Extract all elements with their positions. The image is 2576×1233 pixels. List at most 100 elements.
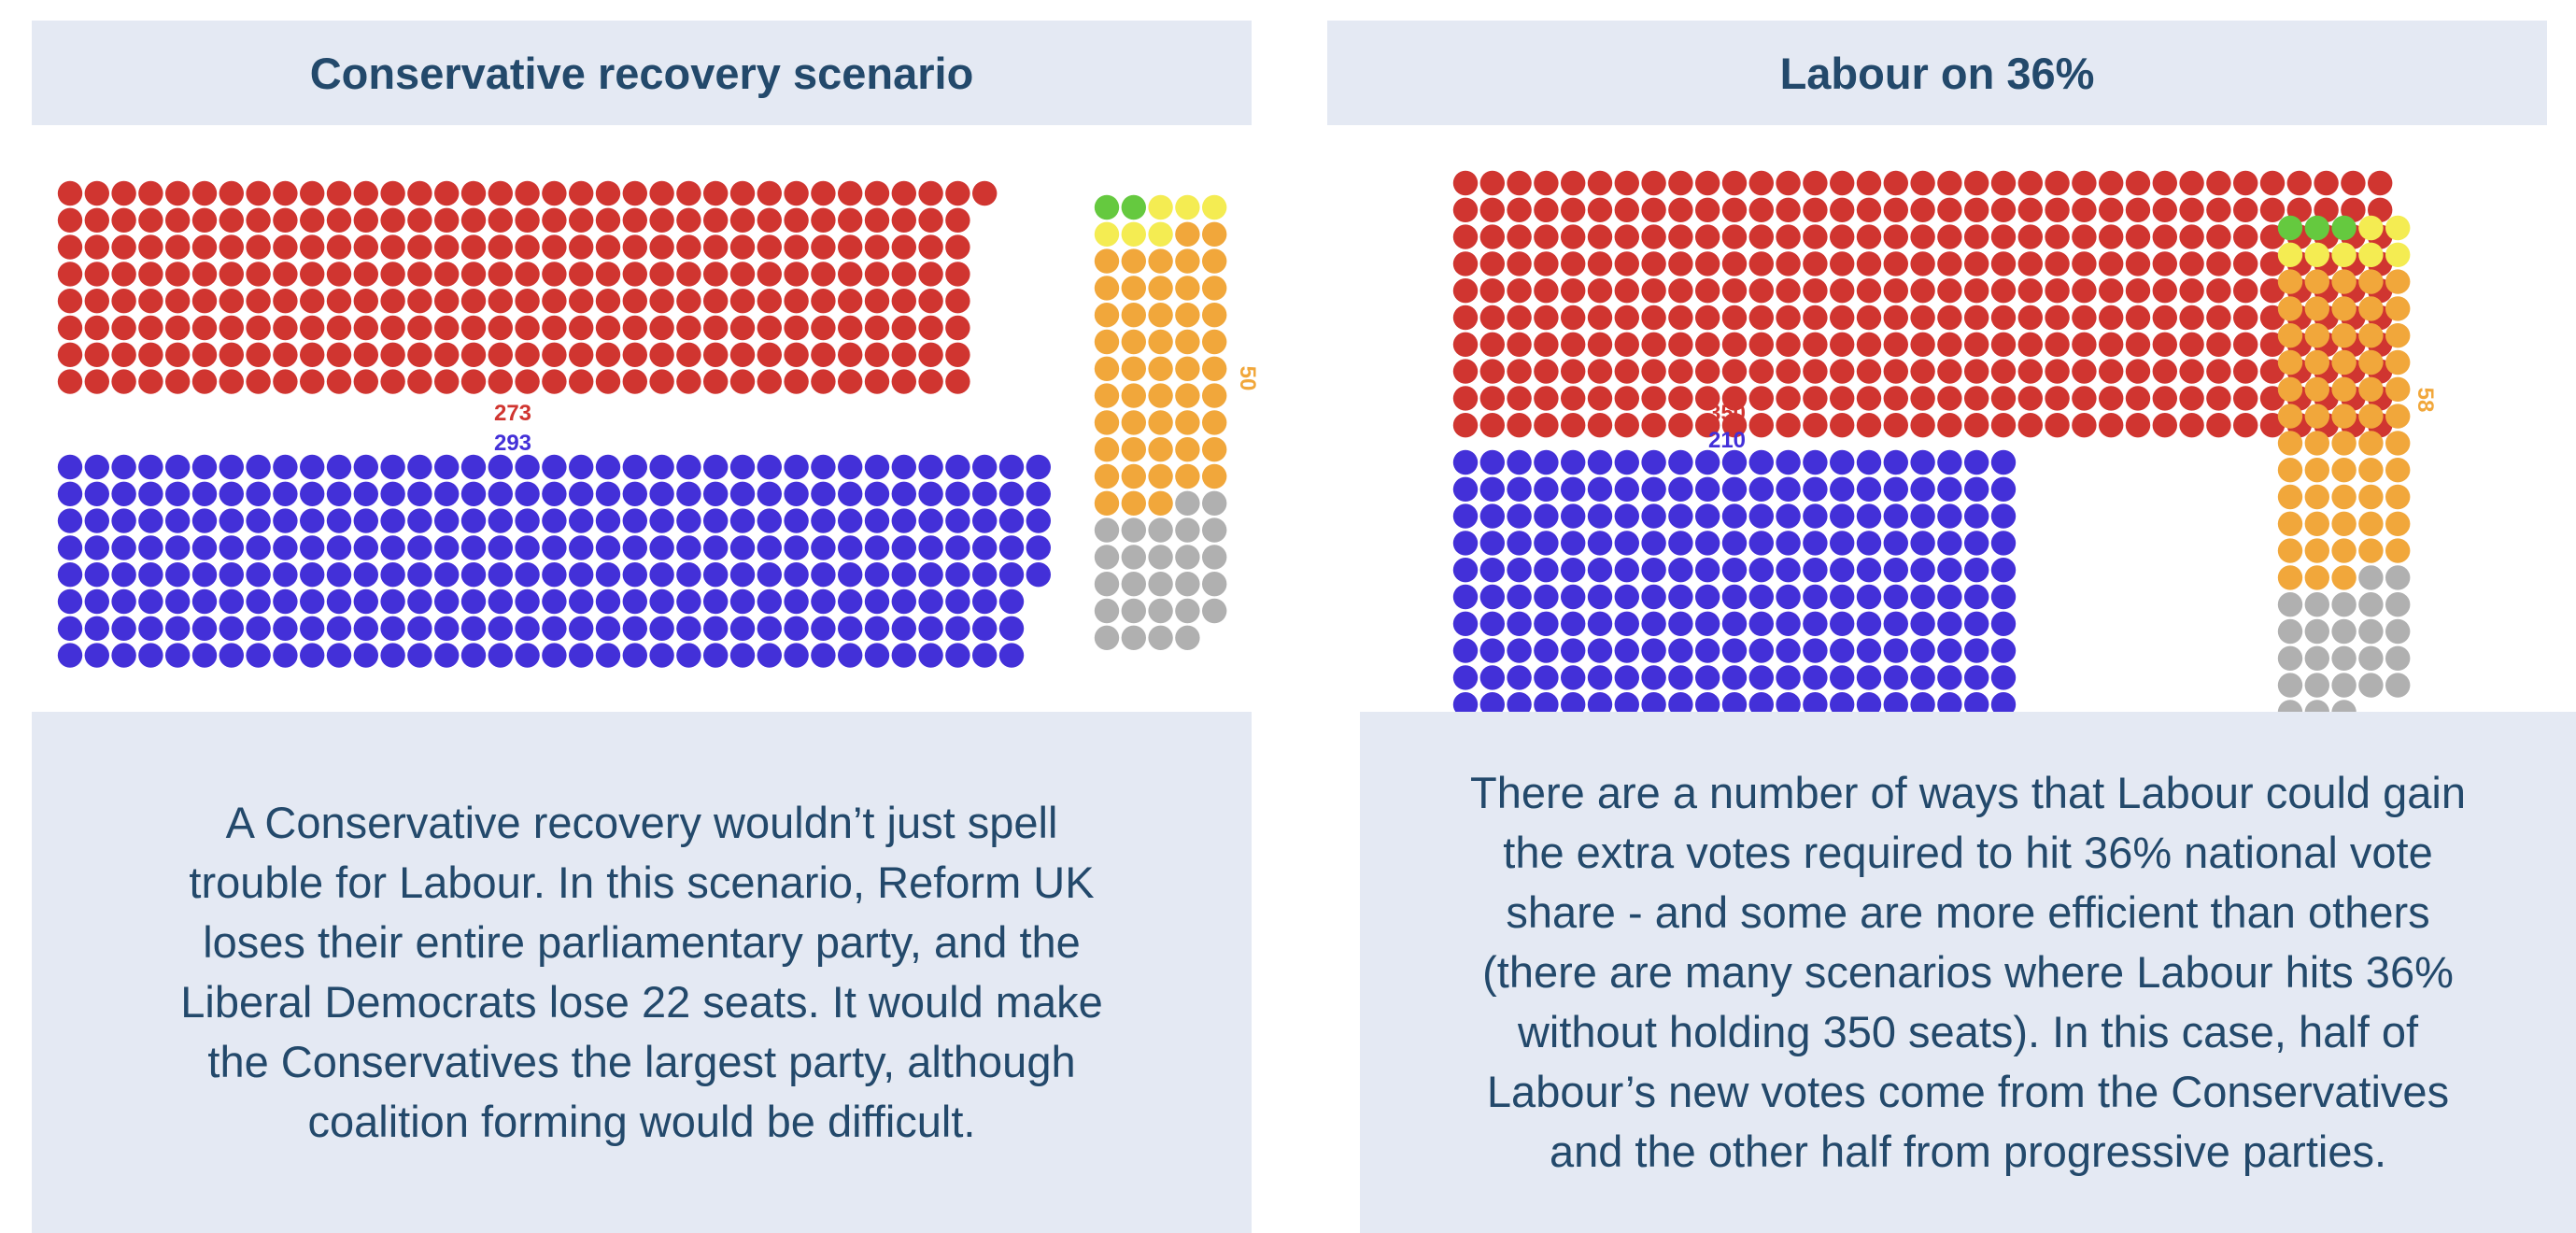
conservative-seat bbox=[1452, 531, 1479, 556]
other-seat bbox=[2385, 618, 2411, 645]
conservative-seat bbox=[1721, 558, 1748, 583]
labour-seat bbox=[1695, 413, 1720, 438]
green-seat bbox=[2331, 215, 2357, 241]
other-seat bbox=[2358, 673, 2384, 698]
labour-seat bbox=[1990, 197, 2017, 222]
labour-seat bbox=[273, 369, 298, 394]
labour-seat bbox=[246, 234, 271, 260]
labour-seat bbox=[57, 207, 83, 233]
labour-seat bbox=[569, 262, 594, 287]
libdem-seat bbox=[1202, 276, 1227, 301]
labour-seat bbox=[622, 180, 647, 206]
labour-seat bbox=[1668, 305, 1693, 331]
conservative-seat bbox=[515, 535, 540, 560]
conservative-seat bbox=[488, 643, 513, 668]
labour-seat bbox=[1534, 332, 1559, 357]
other-seat bbox=[1175, 545, 1200, 570]
conservative-seat bbox=[1695, 531, 1720, 556]
conservative-seat bbox=[1721, 531, 1748, 556]
conservative-seat bbox=[1479, 531, 1505, 556]
labour-seat bbox=[891, 369, 916, 394]
libdem-seat bbox=[2358, 323, 2384, 348]
labour-seat bbox=[1990, 224, 2017, 249]
conservative-seat bbox=[488, 454, 513, 480]
labour-seat bbox=[649, 180, 674, 206]
labour-seat bbox=[1534, 197, 1559, 222]
other-seat bbox=[1202, 598, 1227, 624]
other-seat bbox=[2358, 592, 2384, 617]
labour-seat bbox=[1587, 386, 1613, 411]
conservative-seat bbox=[191, 508, 218, 533]
conservative-seat bbox=[1561, 531, 1586, 556]
labour-seat bbox=[918, 342, 943, 367]
conservative-seat bbox=[1910, 476, 1935, 502]
labour-seat bbox=[1695, 305, 1720, 331]
conservative-seat bbox=[1748, 638, 1774, 663]
labour-seat bbox=[811, 262, 836, 287]
conservative-seat bbox=[273, 562, 298, 588]
labour-seat bbox=[111, 289, 136, 314]
conservative-seat bbox=[1748, 558, 1774, 583]
conservative-seat bbox=[515, 562, 540, 588]
labour-seat bbox=[326, 180, 352, 206]
conservative-seat bbox=[729, 508, 756, 533]
labour-seat bbox=[1910, 224, 1935, 249]
labour-seat bbox=[918, 315, 943, 341]
conservative-seat bbox=[1452, 611, 1479, 636]
conservative-seat bbox=[326, 616, 352, 641]
conservative-seat bbox=[1587, 558, 1613, 583]
labour-seat bbox=[2017, 251, 2043, 276]
labour-seat bbox=[1668, 170, 1693, 196]
conservative-seat bbox=[1534, 503, 1559, 529]
conservative-seat bbox=[703, 643, 729, 668]
labour-seat bbox=[972, 180, 998, 206]
conservative-seat bbox=[434, 643, 460, 668]
conservative-seat bbox=[1830, 531, 1855, 556]
labour-seat bbox=[111, 369, 136, 394]
conservative-seat bbox=[1856, 584, 1882, 610]
labour-seat bbox=[111, 342, 136, 367]
libdem-seat bbox=[1094, 383, 1120, 408]
labour-seat bbox=[2017, 332, 2043, 357]
labour-seat bbox=[1668, 332, 1693, 357]
labour-seat bbox=[488, 369, 513, 394]
libdem-seat bbox=[2277, 349, 2303, 376]
labour-seat bbox=[84, 180, 110, 206]
conservative-seat bbox=[757, 643, 782, 668]
labour-seat bbox=[622, 289, 647, 314]
labour-seat bbox=[219, 315, 244, 341]
labour-seat bbox=[1695, 278, 1720, 304]
labour-seat bbox=[1561, 386, 1586, 411]
conservative-seat bbox=[1721, 476, 1748, 502]
conservative-seat bbox=[838, 562, 863, 588]
labour-seat bbox=[569, 234, 594, 260]
conservative-seat bbox=[460, 481, 487, 506]
labour-seat bbox=[1964, 224, 1989, 249]
labour-seat bbox=[569, 342, 594, 367]
conservative-seat bbox=[891, 588, 916, 615]
conservative-seat bbox=[1803, 476, 1828, 502]
conservative-seat bbox=[1668, 558, 1693, 583]
labour-seat bbox=[811, 289, 836, 314]
conservative-seat bbox=[622, 643, 647, 668]
labour-seat bbox=[219, 234, 244, 260]
labour-seat bbox=[57, 289, 83, 314]
labour-seat bbox=[1748, 278, 1774, 304]
conservative-seat bbox=[1776, 665, 1801, 690]
conservative-seat bbox=[1830, 503, 1855, 529]
labour-seat bbox=[1507, 251, 1532, 276]
other-seat bbox=[1175, 625, 1200, 650]
conservative-seat bbox=[569, 588, 594, 615]
labour-seat bbox=[57, 234, 83, 260]
conservative-seat bbox=[1830, 611, 1855, 636]
conservative-seat bbox=[515, 454, 540, 480]
labour-seat bbox=[2017, 386, 2043, 411]
conservative-seat bbox=[1587, 476, 1613, 502]
conservative-seat bbox=[1937, 665, 1962, 690]
labour-seat bbox=[2072, 224, 2097, 249]
labour-seat bbox=[1507, 197, 1532, 222]
libdem-seat bbox=[2304, 511, 2329, 536]
labour-seat bbox=[2233, 278, 2258, 304]
labour-seat bbox=[2072, 251, 2097, 276]
conservative-seat bbox=[353, 562, 378, 588]
